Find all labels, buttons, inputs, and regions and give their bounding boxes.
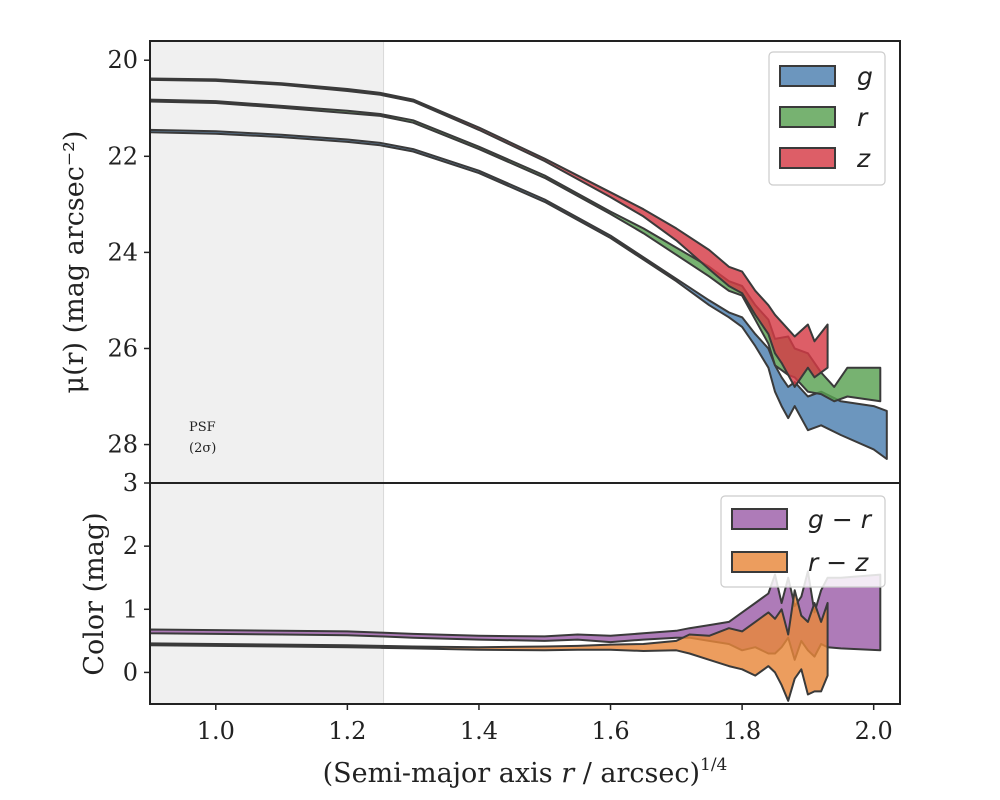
color-profile-panel: 0 1 2 3 1.0 1.2 1.4 1.6 1.8 2.0 Color (mag) (Sem…	[79, 469, 901, 789]
bottom-ytick-label: 2	[123, 532, 138, 560]
xtick-label: 1.6	[591, 717, 629, 745]
top-ytick-label: 26	[107, 334, 138, 362]
top-ytick-label: 28	[107, 431, 138, 459]
psf-label-line1: PSF	[189, 420, 216, 435]
psf-region-top	[149, 40, 385, 484]
bottom-y-axis-label: Color (mag)	[79, 512, 110, 675]
top-ytick-label: 20	[107, 46, 138, 74]
color-profile-series	[150, 570, 882, 702]
band-g	[150, 128, 888, 460]
x-axis-ticks: 1.0 1.2 1.4 1.6 1.8 2.0	[197, 704, 893, 745]
psf-region-bottom	[149, 482, 385, 705]
legend-label-r: r	[857, 103, 869, 132]
legend-swatch-z	[779, 147, 836, 169]
bottom-panel-frame	[149, 482, 901, 705]
legend-label-z: z	[856, 144, 871, 173]
bottom-ytick-label: 3	[123, 469, 138, 497]
top-y-axis-ticks: 20 22 24 26 28	[107, 46, 150, 459]
legend-label-g: g	[857, 62, 873, 91]
legend-swatch-gr	[731, 508, 788, 530]
xtick-label: 1.2	[328, 717, 366, 745]
xtick-label: 1.8	[723, 717, 761, 745]
legend-label-rz: r − z	[808, 548, 869, 577]
top-ytick-label: 24	[107, 238, 138, 266]
band-rz	[150, 589, 829, 702]
legend-swatch-rz	[731, 551, 788, 573]
legend-swatch-g	[779, 65, 836, 87]
xtick-label: 1.0	[197, 717, 235, 745]
top-legend: grz	[768, 51, 886, 186]
legend-label-gr: g − r	[808, 505, 873, 534]
psf-label-line2: (2σ)	[189, 441, 216, 456]
band-z	[150, 77, 829, 388]
surface-brightness-series	[150, 77, 888, 460]
bottom-ytick-label: 0	[123, 658, 138, 686]
xtick-label: 2.0	[855, 717, 893, 745]
top-ytick-label: 22	[107, 142, 138, 170]
legend-swatch-r	[779, 106, 836, 128]
bottom-y-axis-ticks: 0 1 2 3	[123, 469, 150, 686]
bottom-ytick-label: 1	[123, 595, 138, 623]
x-axis-label: (Semi-major axis r / arcsec)1/4	[323, 755, 728, 789]
bottom-legend: g − r r − z	[720, 495, 886, 588]
band-r	[150, 98, 882, 403]
xtick-label: 1.4	[460, 717, 498, 745]
top-y-axis-label: μ(r) (mag arcsec⁻²)	[59, 131, 90, 394]
